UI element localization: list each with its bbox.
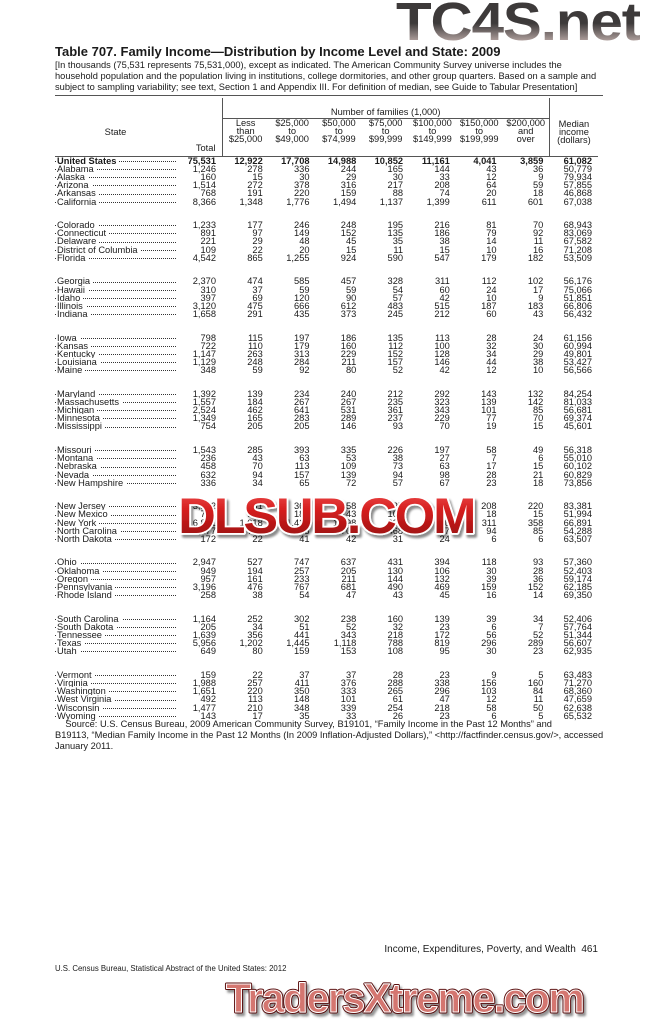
svg-text:TradersXtreme.com: TradersXtreme.com xyxy=(226,975,583,1021)
svg-text:DLSUB.COM: DLSUB.COM xyxy=(178,488,474,544)
